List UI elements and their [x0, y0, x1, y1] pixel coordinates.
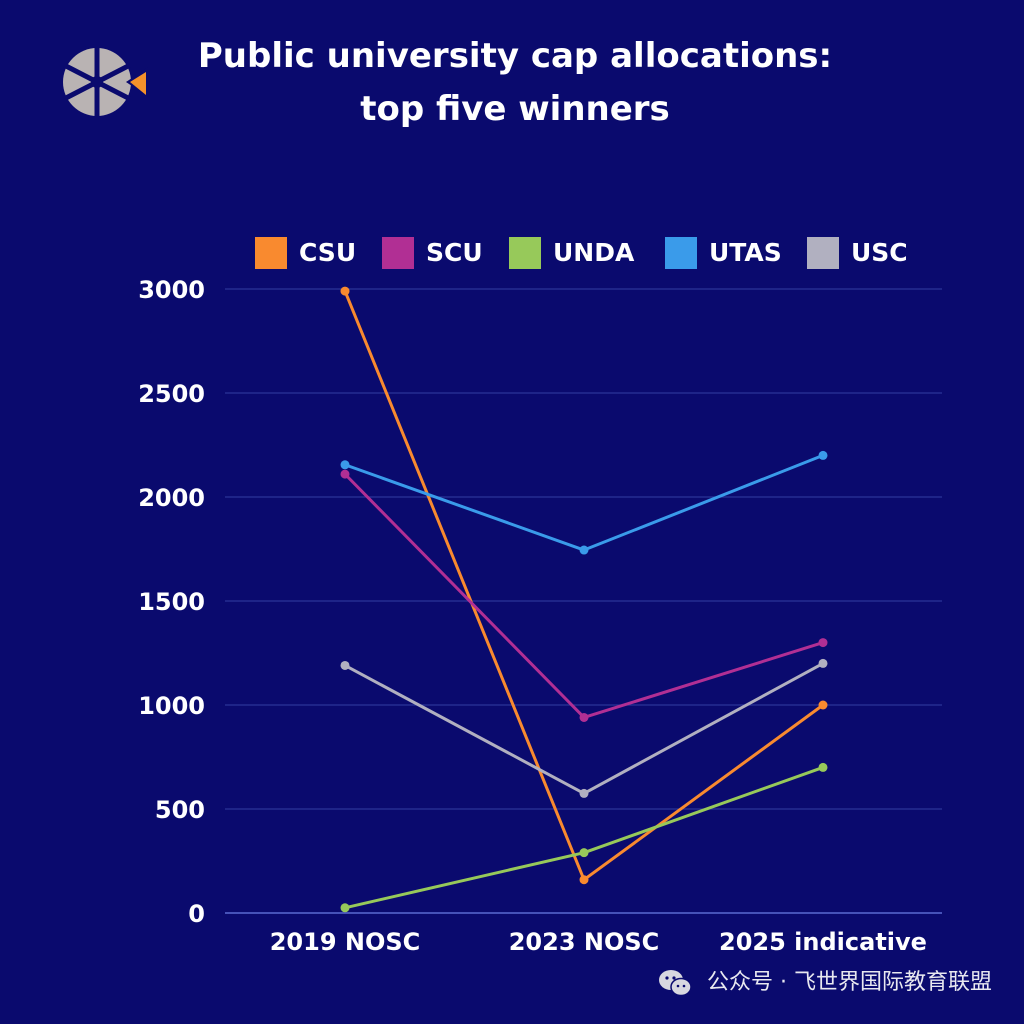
series-line-scu [343, 472, 825, 719]
pinwheel-logo-icon [62, 45, 148, 119]
data-point-csu [579, 875, 589, 885]
legend-label-unda: UNDA [553, 238, 635, 267]
y-tick-label: 2500 [138, 380, 205, 408]
data-point-utas [818, 450, 828, 460]
legend-label-usc: USC [851, 238, 908, 267]
chart-title: Public university cap allocations: top f… [150, 30, 880, 136]
y-tick-label: 0 [188, 900, 205, 928]
data-point-csu [818, 700, 828, 710]
series-line-usc [343, 661, 825, 795]
data-point-csu [340, 286, 350, 296]
data-point-usc [579, 788, 589, 798]
y-tick-label: 3000 [138, 276, 205, 304]
legend-label-utas: UTAS [709, 238, 782, 267]
data-point-unda [340, 903, 350, 913]
legend-swatch-csu [255, 237, 287, 269]
data-point-utas [579, 545, 589, 555]
data-point-unda [818, 762, 828, 772]
watermark-text: 公众号 · 飞世界国际教育联盟 [707, 970, 992, 995]
data-point-utas [340, 460, 350, 470]
y-tick-label: 2000 [138, 484, 205, 512]
legend-label-csu: CSU [299, 238, 357, 267]
watermark: 公众号 · 飞世界国际教育联盟 [658, 968, 992, 998]
legend-label-scu: SCU [426, 238, 483, 267]
chart-title-line-2: top five winners [360, 89, 670, 129]
x-tick-label: 2025 indicative [719, 928, 927, 956]
series-line-unda [343, 765, 825, 910]
legend-swatch-utas [665, 237, 697, 269]
data-point-usc [340, 660, 350, 670]
x-tick-label: 2019 NOSC [270, 928, 421, 956]
legend-swatch-usc [807, 237, 839, 269]
chart-title-line-1: Public university cap allocations: [197, 36, 833, 76]
y-tick-label: 1500 [138, 588, 205, 616]
data-point-unda [579, 848, 589, 858]
data-point-scu [818, 638, 828, 648]
x-tick-label: 2023 NOSC [509, 928, 660, 956]
legend-swatch-scu [382, 237, 414, 269]
wechat-icon [659, 970, 692, 997]
data-point-usc [818, 658, 828, 668]
data-point-scu [340, 469, 350, 479]
legend-swatch-unda [509, 237, 541, 269]
data-point-scu [579, 712, 589, 722]
y-tick-label: 1000 [138, 692, 205, 720]
y-tick-label: 500 [155, 796, 205, 824]
